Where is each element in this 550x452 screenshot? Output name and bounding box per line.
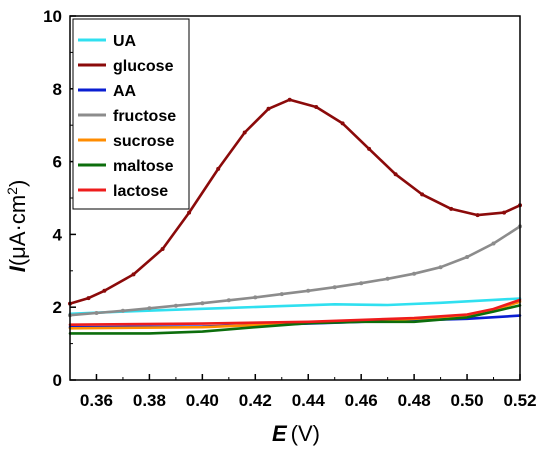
y-tick-label: 2 [53, 298, 62, 317]
x-tick-label: 0.52 [503, 391, 536, 410]
data-point-glucose [131, 272, 136, 277]
legend-label-sucrose: sucrose [113, 133, 174, 150]
legend-label-UA: UA [113, 33, 137, 50]
x-tick-label: 0.48 [398, 391, 431, 410]
x-tick-label: 0.42 [239, 391, 272, 410]
data-point-glucose [216, 166, 221, 171]
data-point-glucose [187, 210, 192, 215]
y-axis-label-symbol: I [5, 265, 30, 272]
y-tick-label: 6 [53, 153, 62, 172]
data-point-fructose [332, 285, 337, 290]
data-point-fructose [279, 292, 284, 297]
data-point-fructose [226, 298, 231, 303]
series-layer [68, 97, 522, 335]
data-point-glucose [242, 130, 247, 135]
legend-label-lactose: lactose [113, 183, 168, 200]
data-point-fructose [120, 308, 125, 313]
x-tick-label: 0.38 [133, 391, 166, 410]
data-point-glucose [160, 247, 165, 251]
legend-label-fructose: fructose [113, 108, 176, 125]
x-tick-label: 0.50 [451, 391, 484, 410]
data-point-fructose [412, 271, 417, 276]
data-point-glucose [86, 296, 91, 301]
x-axis-label: E (V) [272, 421, 320, 446]
y-axis-label-unit: (μA·cm [5, 195, 30, 266]
x-tick-label: 0.44 [292, 391, 326, 410]
data-point-glucose [502, 210, 507, 215]
x-tick-label: 0.46 [345, 391, 378, 410]
data-point-fructose [438, 265, 443, 270]
data-point-fructose [306, 288, 311, 293]
data-point-fructose [94, 311, 99, 315]
y-tick-label: 0 [53, 371, 62, 390]
data-point-glucose [266, 106, 271, 111]
data-point-glucose [449, 206, 454, 211]
legend-label-maltose: maltose [113, 158, 174, 175]
data-point-fructose [359, 281, 364, 286]
data-point-glucose [314, 105, 319, 109]
data-point-fructose [491, 241, 496, 246]
data-point-glucose [420, 192, 425, 197]
data-point-glucose [367, 146, 372, 151]
y-axis-label: I(μA·cm2) [4, 180, 30, 273]
series-line-UA [68, 297, 522, 316]
x-axis-label-unit: (V) [291, 421, 320, 446]
data-point-glucose [102, 288, 107, 293]
y-axis-label-unit-close: ) [5, 180, 30, 187]
legend: UA glucose AA fructose sucrose maltose lactose [72, 18, 190, 210]
data-point-glucose [340, 121, 345, 126]
ticks-layer: 0.36 0.38 0.40 0.42 0.44 0.46 0.48 0.50 0.52 0 2 4 6… [43, 7, 536, 410]
y-tick-label: 10 [43, 7, 62, 26]
data-point-glucose [475, 213, 480, 218]
x-tick-label: 0.36 [80, 391, 113, 410]
x-axis-label-symbol: E [272, 421, 288, 446]
legend-label-AA: AA [113, 83, 137, 100]
y-tick-label: 8 [53, 80, 62, 99]
series-line-lactose [68, 298, 522, 327]
data-point-glucose [393, 172, 398, 177]
data-point-fructose [200, 301, 205, 306]
data-point-fructose [173, 303, 178, 308]
data-point-fructose [465, 255, 470, 259]
series-line-fructose [68, 225, 522, 317]
data-point-fructose [253, 295, 258, 300]
data-point-fructose [385, 276, 390, 281]
x-tick-label: 0.40 [186, 391, 219, 410]
legend-label-glucose: glucose [113, 58, 174, 75]
y-tick-label: 4 [53, 225, 63, 244]
y-axis-label-unit-sup: 2 [4, 187, 20, 195]
series-line-maltose [68, 304, 522, 335]
data-point-fructose [147, 306, 152, 311]
data-point-glucose [287, 97, 292, 102]
